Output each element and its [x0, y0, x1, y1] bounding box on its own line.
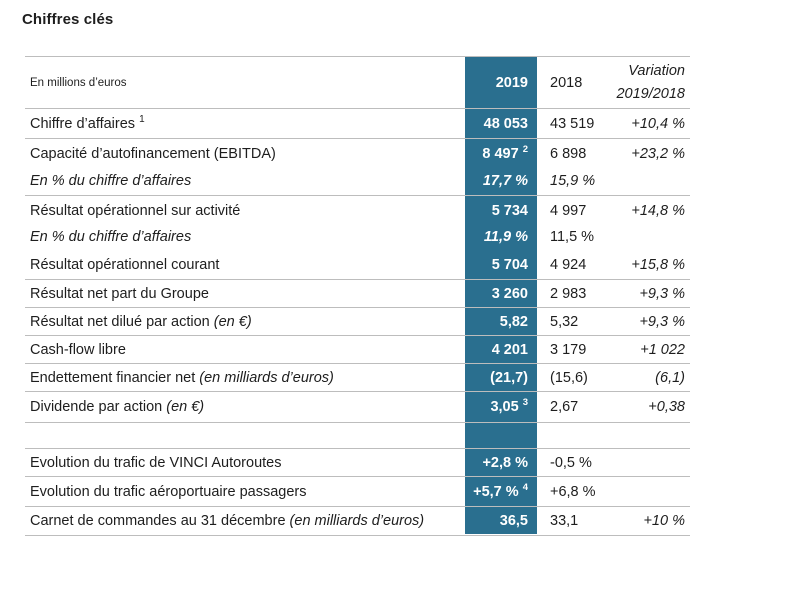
table-row: Capacité d’autofinancement (EBITDA) 8 49… — [25, 138, 690, 169]
table-row: En % du chiffre d’affaires 11,9 % 11,5 % — [25, 225, 690, 251]
table-row: Résultat opérationnel sur activité 5 734… — [25, 195, 690, 226]
row-label: Endettement financier net (en milliards … — [30, 370, 334, 386]
variation-value: +9,3 % — [639, 286, 685, 302]
row-label: Evolution du trafic de VINCI Autoroutes — [30, 455, 282, 471]
footnote-marker: 1 — [139, 114, 145, 126]
row-label: Résultat opérationnel courant — [30, 257, 220, 273]
value-2019: 3 260 — [491, 286, 528, 302]
table-row: En % du chiffre d’affaires 17,7 % 15,9 % — [25, 168, 690, 195]
value-2018: +6,8 % — [550, 484, 596, 500]
value-2019: +2,8 % — [482, 455, 528, 471]
value-2018: 2,67 — [550, 399, 579, 415]
value-2019: (21,7) — [490, 370, 528, 386]
variation-value: (6,1) — [655, 370, 685, 386]
value-2019: 36,5 — [499, 513, 528, 529]
table-row: Résultat net dilué par action (en €) 5,8… — [25, 307, 690, 336]
variation-value: +23,2 % — [631, 146, 685, 162]
row-label: Carnet de commandes au 31 décembre (en m… — [30, 513, 425, 529]
variation-value: +9,3 % — [639, 314, 685, 330]
variation-value: +10 % — [643, 513, 685, 529]
table-row: Résultat opérationnel courant 5 704 4 92… — [25, 251, 690, 279]
row-label-unit: (en €) — [213, 314, 252, 330]
value-2018: 5,32 — [550, 314, 579, 330]
column-header-variation: Variation — [628, 63, 685, 79]
value-2019: 3,05 3 — [490, 397, 528, 415]
column-header-2018: 2018 — [550, 75, 583, 91]
value-2019: 4 201 — [491, 342, 528, 358]
variation-value: +14,8 % — [631, 203, 685, 219]
value-2018: 4 997 — [550, 203, 587, 219]
value-2018: 33,1 — [550, 513, 579, 529]
value-2019: 5 734 — [491, 203, 528, 219]
value-2019: 5 704 — [491, 257, 528, 273]
value-2019: 5,82 — [499, 314, 528, 330]
row-label: En % du chiffre d’affaires — [30, 173, 192, 189]
column-header-2019: 2019 — [495, 75, 528, 91]
variation-value: +1 022 — [640, 342, 685, 358]
footnote-marker: 3 — [522, 397, 528, 409]
row-label: Résultat opérationnel sur activité — [30, 203, 241, 219]
variation-value: +0,38 — [648, 399, 685, 415]
row-label: Résultat net part du Groupe — [30, 286, 209, 302]
table-header-row: En millions d’euros 2019 2018 Variation … — [25, 56, 690, 109]
table-row: Evolution du trafic de VINCI Autoroutes … — [25, 448, 690, 477]
row-label: Cash-flow libre — [30, 342, 126, 358]
value-2018: 4 924 — [550, 257, 587, 273]
value-2018: 43 519 — [550, 116, 595, 132]
row-label-unit: (en milliards d’euros) — [289, 513, 425, 529]
value-2018: 6 898 — [550, 146, 587, 162]
value-2018: (15,6) — [550, 370, 588, 386]
table-row: Résultat net part du Groupe 3 260 2 983 … — [25, 279, 690, 308]
value-2018: 15,9 % — [550, 173, 596, 189]
row-label-unit: (en €) — [166, 399, 205, 415]
footnote-marker: 2 — [522, 144, 528, 156]
table-row: Chiffre d’affaires 1 48 053 43 519 +10,4… — [25, 108, 690, 139]
row-label-unit: (en milliards d’euros) — [199, 370, 334, 386]
table-row: Dividende par action (en €) 3,05 3 2,67 … — [25, 391, 690, 423]
table-row: Cash-flow libre 4 201 3 179 +1 022 — [25, 335, 690, 364]
footnote-marker: 4 — [522, 482, 528, 494]
row-label: Capacité d’autofinancement (EBITDA) — [30, 146, 276, 162]
row-label: Chiffre d’affaires 1 — [30, 114, 145, 132]
variation-value: +10,4 % — [631, 116, 685, 132]
column-header-variation-period: 2019/2018 — [616, 86, 685, 102]
row-label: En % du chiffre d’affaires — [30, 229, 192, 245]
value-2018: 2 983 — [550, 286, 587, 302]
value-2019: 11,9 % — [483, 229, 528, 245]
row-label: Résultat net dilué par action (en €) — [30, 314, 252, 330]
year-2019-highlight-column — [465, 56, 537, 534]
value-2018: -0,5 % — [550, 455, 592, 471]
value-2019: 17,7 % — [482, 173, 528, 189]
unit-label: En millions d’euros — [30, 77, 127, 89]
table-row: Endettement financier net (en milliards … — [25, 363, 690, 392]
value-2018: 3 179 — [550, 342, 587, 358]
value-2018: 11,5 % — [550, 229, 595, 245]
row-label: Dividende par action (en €) — [30, 399, 205, 415]
variation-value: +15,8 % — [631, 257, 685, 273]
value-2019: 8 497 2 — [482, 144, 528, 162]
page-title: Chiffres clés — [22, 11, 114, 28]
value-2019: 48 053 — [483, 116, 528, 132]
table-row: Carnet de commandes au 31 décembre (en m… — [25, 506, 690, 536]
value-2019: +5,7 % 4 — [473, 482, 528, 500]
row-label: Evolution du trafic aéroportuaire passag… — [30, 484, 307, 500]
table-row: Evolution du trafic aéroportuaire passag… — [25, 476, 690, 507]
